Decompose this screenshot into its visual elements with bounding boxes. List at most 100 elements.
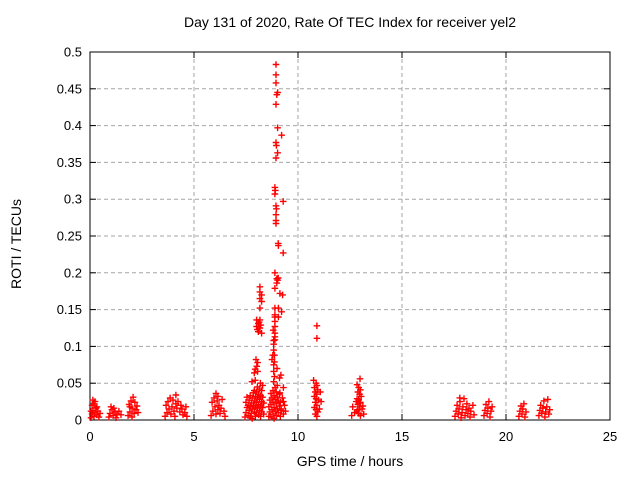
data-point-marker [273, 142, 280, 149]
data-point-marker [130, 410, 138, 417]
data-point-marker [271, 190, 279, 198]
data-point-marker [259, 393, 266, 401]
data-point-marker [161, 413, 169, 420]
data-point-marker [182, 403, 190, 411]
data-point-marker [214, 393, 222, 400]
data-point-marker [258, 298, 265, 305]
data-point-marker [272, 220, 280, 227]
data-point-marker [273, 205, 280, 213]
data-point-marker [115, 407, 123, 415]
data-point-marker [217, 404, 225, 412]
data-point-marker [260, 410, 267, 418]
data-point-marker [107, 403, 115, 411]
y-tick-label: 0.05 [57, 376, 82, 391]
y-tick-label: 0.25 [57, 229, 82, 244]
data-point-marker [486, 413, 494, 421]
data-point-marker [251, 377, 259, 384]
data-point-marker [124, 412, 132, 419]
data-point-marker [488, 403, 496, 411]
data-point-marker [126, 403, 134, 411]
data-point-marker [270, 368, 277, 375]
data-point-marker [279, 249, 287, 257]
data-point-marker [178, 405, 186, 413]
data-point-marker [277, 405, 285, 413]
data-point-marker [280, 398, 287, 405]
data-point-marker [520, 400, 528, 408]
data-point-marker [271, 323, 279, 330]
x-tick-label: 5 [190, 429, 197, 444]
data-point-marker [251, 369, 258, 377]
chart-title: Day 131 of 2020, Rate Of TEC Index for r… [183, 14, 517, 30]
data-point-marker [484, 404, 492, 412]
data-point-marker [95, 413, 103, 421]
data-point-marker [546, 406, 553, 413]
data-point-marker [128, 413, 136, 421]
y-tick-label: 0.3 [64, 192, 82, 207]
data-point-marker [279, 394, 286, 402]
data-point-marker [270, 340, 277, 348]
data-point-marker [457, 414, 465, 422]
data-point-marker [463, 400, 471, 408]
data-point-marker [359, 402, 367, 410]
data-point-marker [110, 404, 118, 412]
data-point-marker [133, 402, 141, 410]
data-point-marker [272, 79, 280, 87]
data-point-marker [96, 410, 104, 417]
data-point-marker [218, 396, 226, 403]
data-point-marker [274, 149, 281, 157]
data-point-marker [538, 410, 546, 417]
data-point-marker [208, 399, 216, 406]
data-point-marker [277, 371, 285, 379]
data-point-marker [129, 393, 137, 401]
data-point-marker [485, 398, 493, 405]
data-point-marker [274, 124, 281, 132]
data-point-marker [545, 410, 553, 418]
data-point-marker [522, 408, 530, 416]
data-point-marker [348, 412, 355, 419]
data-point-marker [272, 101, 280, 108]
data-point-marker [453, 402, 461, 409]
y-tick-label: 0.1 [64, 339, 82, 354]
data-point-marker [455, 405, 463, 413]
data-point-marker [258, 387, 265, 394]
data-point-marker [248, 378, 256, 385]
data-point-marker [466, 413, 474, 421]
data-point-marker [272, 154, 280, 162]
data-point-marker [177, 402, 185, 409]
data-points [87, 61, 553, 422]
data-point-marker [281, 402, 288, 409]
data-point-marker [172, 391, 180, 399]
data-point-marker [112, 414, 120, 422]
data-point-marker [259, 404, 266, 411]
data-point-marker [271, 336, 279, 344]
x-tick-label: 0 [86, 429, 93, 444]
data-point-marker [257, 379, 264, 387]
data-point-marker [311, 384, 318, 391]
data-point-marker [483, 410, 491, 417]
data-point-marker [460, 395, 468, 402]
data-point-marker [273, 91, 281, 98]
data-point-marker [270, 361, 277, 369]
data-point-marker [171, 413, 179, 420]
data-point-marker [469, 402, 477, 409]
y-tick-label: 0.45 [57, 81, 82, 96]
data-point-marker [213, 397, 221, 405]
data-point-marker [456, 394, 464, 402]
data-point-marker [89, 396, 97, 404]
data-point-marker [181, 409, 189, 416]
data-point-marker [313, 335, 321, 342]
data-point-marker [357, 393, 365, 400]
data-point-marker [271, 373, 278, 380]
y-tick-label: 0.15 [57, 302, 82, 317]
data-point-marker [352, 398, 360, 405]
data-point-marker [93, 403, 101, 411]
data-point-marker [279, 198, 287, 205]
data-point-marker [276, 389, 284, 397]
data-point-marker [87, 407, 95, 415]
data-point-marker [174, 398, 182, 405]
data-point-marker [254, 359, 261, 366]
y-tick-label: 0.5 [64, 45, 82, 60]
data-point-marker [210, 394, 218, 402]
data-point-marker [272, 71, 280, 79]
